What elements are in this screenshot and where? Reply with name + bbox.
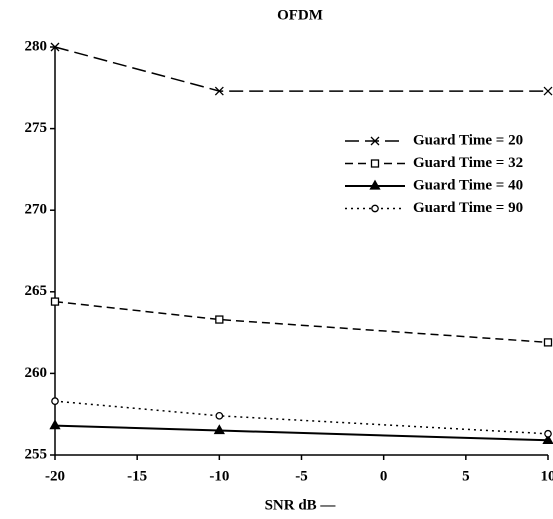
y-tick-label: 270 <box>25 202 48 218</box>
y-tick-label: 255 <box>25 446 48 462</box>
legend-label: Guard Time = 32 <box>413 155 523 171</box>
y-tick-label: 275 <box>25 120 48 136</box>
data-point <box>542 433 553 444</box>
data-point <box>213 424 225 435</box>
legend-marker <box>369 179 381 190</box>
y-tick-label: 260 <box>25 365 48 381</box>
legend-marker <box>371 204 379 213</box>
series-line <box>54 46 548 92</box>
x-tick-label: 0 <box>380 468 388 484</box>
data-point <box>50 297 60 306</box>
x-tick-label: -15 <box>127 468 147 484</box>
data-point <box>215 315 224 324</box>
x-tick-label: 5 <box>462 468 470 484</box>
data-point <box>544 429 552 438</box>
data-point <box>215 411 224 420</box>
x-axis-label: SNR dB –– <box>265 497 336 513</box>
legend-marker <box>370 136 380 146</box>
series-line <box>54 300 549 344</box>
y-tick-label: 265 <box>25 283 48 299</box>
chart-title: OFDM <box>277 7 323 23</box>
legend-label: Guard Time = 90 <box>413 200 523 216</box>
series-line <box>54 400 549 435</box>
x-tick-label: -10 <box>209 468 229 484</box>
data-point <box>51 397 59 405</box>
data-point <box>49 419 61 430</box>
x-tick-label: 10 <box>541 468 553 484</box>
data-point <box>543 338 553 347</box>
data-point <box>50 42 60 52</box>
series-line <box>54 424 549 442</box>
x-tick-label: -5 <box>295 468 308 484</box>
legend-label: Guard Time = 20 <box>413 132 523 148</box>
x-tick-label: -20 <box>45 468 65 484</box>
y-tick-label: 280 <box>25 38 48 54</box>
data-point <box>543 86 553 96</box>
legend-marker <box>370 159 380 168</box>
legend-label: Guard Time = 40 <box>413 177 523 193</box>
data-point <box>214 86 224 96</box>
